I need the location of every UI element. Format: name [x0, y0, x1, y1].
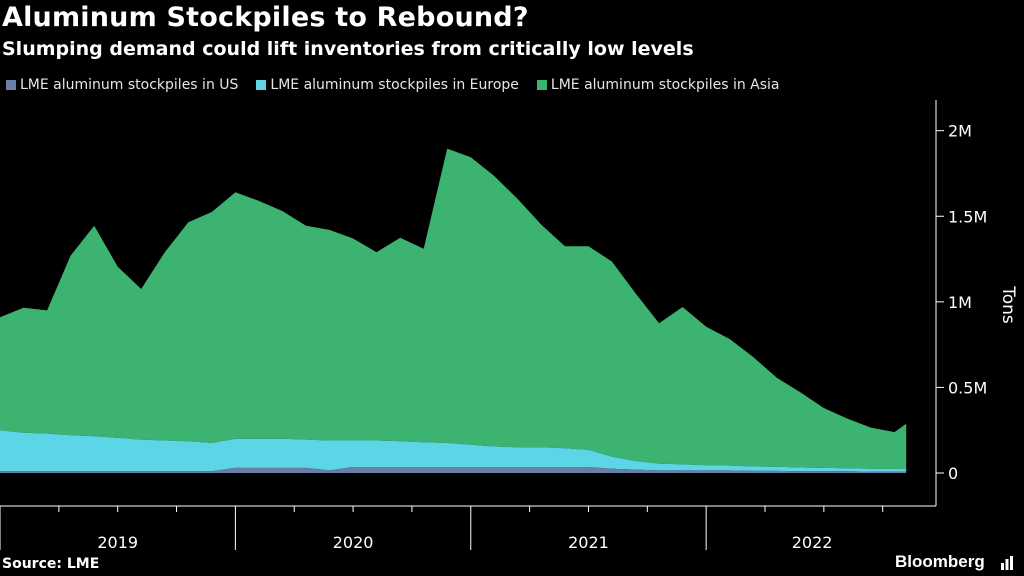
x-year-label: 2021	[568, 533, 609, 552]
y-tick-label: 1.5M	[948, 207, 987, 226]
legend-swatch-europe	[256, 80, 267, 90]
legend-swatch-us	[6, 80, 16, 90]
y-tick-label: 0.5M	[948, 378, 987, 397]
y-tick-label: 1M	[948, 293, 972, 312]
source-note: Source: LME	[2, 556, 100, 572]
area-series-asia	[0, 148, 907, 470]
legend-swatch-asia	[536, 80, 547, 90]
legend-label-europe: LME aluminum stockpiles in Europe	[270, 77, 519, 93]
x-year-label: 2020	[333, 533, 374, 552]
chart-title: Aluminum Stockpiles to Rebound?	[2, 2, 529, 33]
legend-item-us: LME aluminum stockpiles in US	[6, 77, 238, 93]
area-series-europe	[0, 430, 907, 472]
legend-item-europe: LME aluminum stockpiles in Europe	[256, 77, 519, 93]
chart-subtitle: Slumping demand could lift inventories f…	[2, 38, 694, 60]
x-year-label: 2019	[97, 533, 138, 552]
y-tick-label: 0	[948, 464, 958, 483]
area-layer	[0, 148, 907, 473]
legend-label-asia: LME aluminum stockpiles in Asia	[550, 77, 780, 93]
bloomberg-bars-icon	[1001, 556, 1013, 570]
legend: LME aluminum stockpiles in US LME alumin…	[6, 77, 798, 93]
x-year-label: 2022	[792, 533, 833, 552]
y-tick-label: 2M	[948, 122, 972, 141]
legend-label-us: LME aluminum stockpiles in US	[20, 77, 239, 93]
legend-item-asia: LME aluminum stockpiles in Asia	[536, 77, 780, 93]
axis-layer: 0 0.5M 1M 1.5M 2M 2019 2020 2021 2022	[0, 100, 987, 552]
bloomberg-logo: Bloomberg	[895, 552, 985, 571]
area-series-us	[0, 467, 907, 473]
y-axis-label: Tons	[998, 285, 1018, 324]
